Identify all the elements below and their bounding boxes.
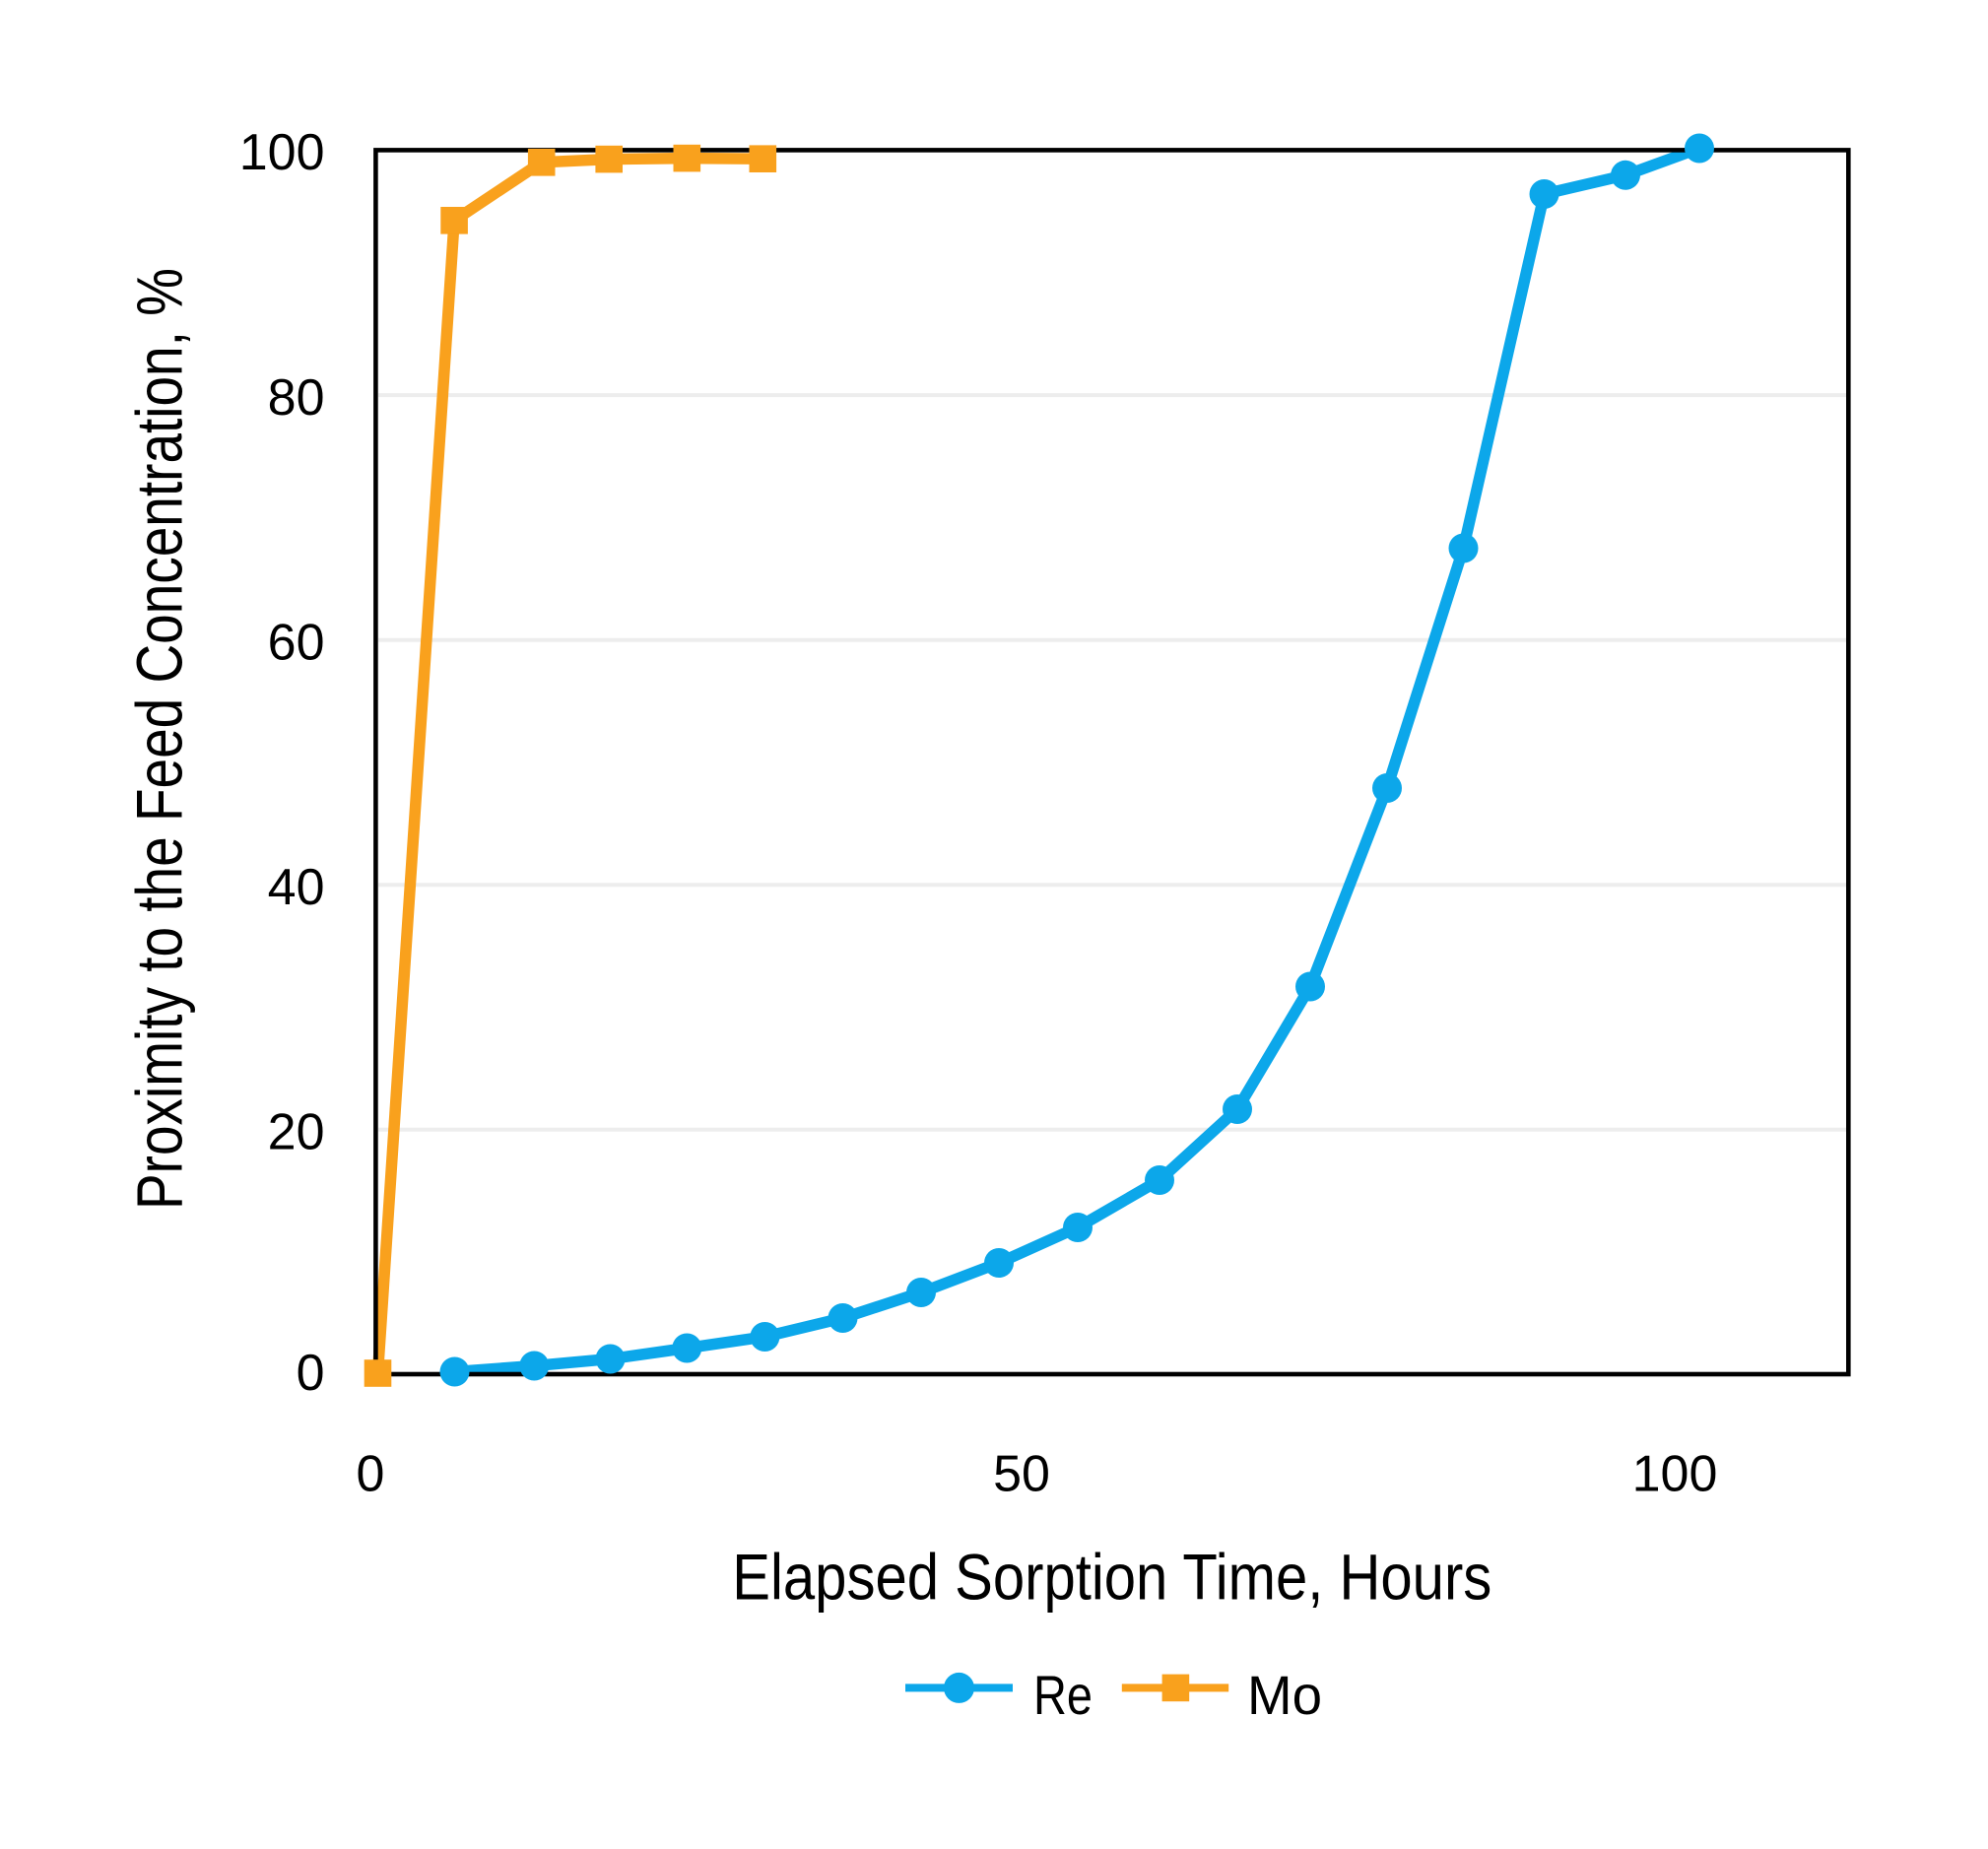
svg-text:20: 20 bbox=[268, 1104, 325, 1161]
svg-text:40: 40 bbox=[268, 859, 325, 916]
svg-text:Re: Re bbox=[1033, 1664, 1093, 1726]
svg-text:50: 50 bbox=[993, 1446, 1050, 1503]
svg-text:100: 100 bbox=[1632, 1446, 1718, 1503]
svg-text:0: 0 bbox=[357, 1446, 385, 1503]
svg-text:100: 100 bbox=[239, 124, 325, 181]
svg-text:60: 60 bbox=[268, 615, 325, 672]
svg-text:Proximity to the Feed Concentr: Proximity to the Feed Concentration, % bbox=[123, 268, 196, 1210]
svg-text:Mo: Mo bbox=[1247, 1664, 1322, 1726]
svg-text:0: 0 bbox=[297, 1345, 325, 1402]
svg-text:80: 80 bbox=[268, 369, 325, 427]
svg-text:Elapsed Sorption Time, Hours: Elapsed Sorption Time, Hours bbox=[732, 1541, 1491, 1614]
